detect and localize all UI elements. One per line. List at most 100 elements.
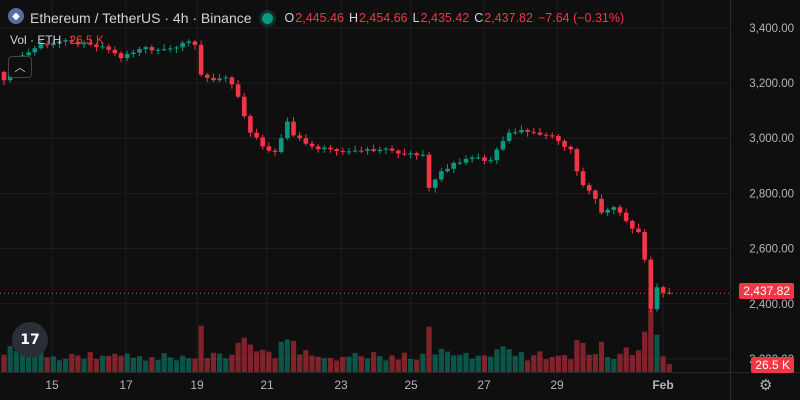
volume-bar: [586, 354, 592, 372]
candle-body: [100, 46, 105, 48]
y-tick-label: 3,000.00: [749, 133, 794, 145]
candle-body: [94, 44, 99, 48]
candle-body: [186, 41, 192, 43]
candle-body: [161, 49, 167, 51]
candle-body: [352, 150, 358, 152]
candle-body: [81, 42, 87, 45]
volume-bar: [204, 358, 210, 372]
candle-body: [666, 292, 672, 294]
volume-bar: [598, 341, 605, 372]
candle-body: [488, 160, 493, 162]
volume-bar: [297, 354, 303, 372]
candle-body: [63, 40, 68, 42]
volume-bar: [38, 350, 44, 372]
candle-body: [26, 52, 31, 56]
volume-bar: [143, 360, 149, 372]
ohlc-values: O2,445.46 H2,454.66 L2,435.42 C2,437.82 …: [285, 11, 625, 25]
volume-bar: [75, 355, 81, 372]
candle-body: [389, 148, 395, 151]
candle-body: [408, 153, 413, 155]
candle-body: [44, 44, 50, 46]
candle-body: [322, 147, 327, 150]
x-tick-label: Feb: [652, 378, 673, 392]
candle-body: [365, 149, 370, 151]
volume-bar: [629, 355, 635, 372]
volume-bar: [481, 355, 488, 372]
candle-body: [112, 49, 118, 54]
candle-body: [445, 168, 450, 172]
volume-bar: [518, 352, 525, 372]
volume-tag: 26.5 K: [751, 357, 794, 373]
volume-bar: [155, 360, 161, 372]
volume-bar: [383, 360, 389, 372]
volume-bar: [635, 350, 642, 372]
volume-bars: [1, 310, 672, 372]
candle-body: [549, 135, 555, 137]
market-status-icon[interactable]: [261, 12, 273, 24]
volume-value: 26.5 K: [69, 33, 105, 47]
volume-bar: [438, 348, 444, 372]
candle-body: [420, 154, 426, 156]
candle-body: [272, 150, 278, 152]
volume-bar: [13, 350, 19, 372]
x-tick-label: 15: [45, 378, 59, 392]
settings-gear-icon[interactable]: ⚙: [759, 377, 773, 394]
y-tick-label: 3,400.00: [749, 23, 794, 35]
volume-bar: [149, 357, 155, 372]
volume-bar: [340, 356, 346, 372]
candle-body: [562, 140, 567, 147]
volume-bar: [506, 349, 512, 372]
candle-body: [654, 287, 660, 310]
volume-bar: [247, 344, 253, 372]
volume-bar: [377, 356, 383, 372]
candle-body: [402, 153, 407, 155]
candle-body: [57, 41, 62, 44]
low-value: 2,435.42: [420, 11, 470, 25]
volume-bar: [161, 353, 167, 372]
volume-bar: [451, 355, 457, 372]
candle-body: [586, 185, 592, 191]
candle-body: [506, 132, 512, 141]
volume-bar: [432, 354, 438, 372]
symbol-title[interactable]: Ethereum / TetherUS · 4h · Binance: [30, 10, 252, 26]
tradingview-logo[interactable]: 17: [12, 322, 48, 358]
volume-bar: [192, 358, 198, 372]
candle-body: [155, 49, 161, 51]
candle-body: [568, 146, 574, 150]
candle-body: [137, 49, 142, 53]
open-label: O: [284, 11, 295, 25]
candle-body: [303, 138, 309, 144]
candle-body: [463, 158, 469, 163]
volume-bar: [334, 360, 340, 372]
volume-bar: [660, 356, 666, 372]
candle-body: [414, 153, 420, 156]
volume-label[interactable]: Vol · ETH: [10, 33, 62, 47]
volume-bar: [537, 351, 543, 372]
collapse-legend-button[interactable]: ︿: [8, 56, 32, 78]
volume-bar: [303, 350, 309, 372]
candle-body: [574, 149, 580, 172]
volume-bar: [574, 340, 580, 372]
candle-body: [168, 48, 173, 50]
x-tick-label: 23: [334, 378, 348, 392]
volume-bar: [266, 351, 272, 372]
volume-bar: [488, 356, 494, 372]
candle-body: [636, 228, 641, 232]
y-tick-label: 2,800.00: [749, 188, 794, 200]
candle-body: [211, 77, 216, 81]
candle-body: [543, 134, 549, 136]
volume-bar: [19, 346, 26, 372]
x-tick-label: 25: [404, 378, 418, 392]
candle-body: [198, 44, 204, 75]
volume-bar: [389, 355, 395, 372]
candle-body: [617, 207, 623, 213]
close-label: C: [474, 11, 484, 25]
low-label: L: [412, 11, 420, 25]
chevron-up-icon: ︿: [14, 62, 26, 74]
candle-body: [531, 131, 537, 133]
candle-body: [180, 42, 185, 48]
volume-bar: [500, 346, 506, 372]
volume-bar: [364, 358, 371, 372]
